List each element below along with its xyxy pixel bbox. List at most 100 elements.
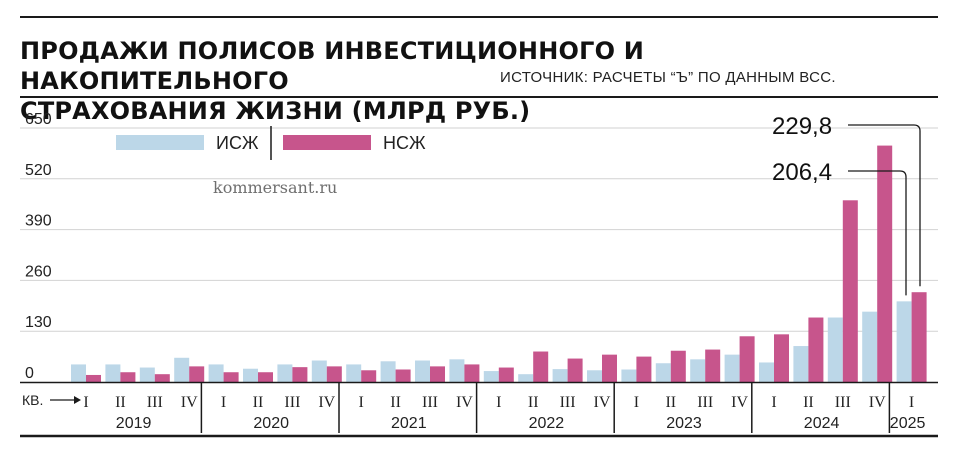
bar-isj xyxy=(862,311,878,382)
year-label: 2019 xyxy=(116,415,152,432)
bar-nsj xyxy=(842,200,858,382)
bar-nsj xyxy=(326,366,342,382)
chart-title: ПРОДАЖИ ПОЛИСОВ ИНВЕСТИЦИОННОГО И НАКОПИ… xyxy=(20,36,920,126)
bar-isj xyxy=(690,359,706,382)
bar-nsj xyxy=(464,364,480,382)
bar-nsj xyxy=(774,334,789,382)
bar-nsj xyxy=(292,367,308,382)
year-label: 2025 xyxy=(890,415,926,432)
year-label: 2024 xyxy=(804,415,840,432)
annotation-label: 206,4 xyxy=(772,159,832,186)
bar-isj xyxy=(518,374,534,382)
y-tick-label: 520 xyxy=(25,162,52,179)
quarter-marker-arrow-head xyxy=(74,396,81,404)
x-tick-label: I xyxy=(771,394,776,411)
bar-isj xyxy=(827,317,843,382)
bar-nsj xyxy=(154,374,170,382)
year-label: 2020 xyxy=(253,415,289,432)
x-tick-label: II xyxy=(528,394,539,411)
x-tick-label: II xyxy=(390,394,401,411)
bar-isj xyxy=(415,360,430,382)
bars xyxy=(71,145,927,382)
annotations: 229,8 206,4 xyxy=(772,113,921,296)
x-tick-label: III xyxy=(560,394,576,411)
x-tick-label: I xyxy=(359,394,364,411)
bar-isj xyxy=(552,369,568,382)
title-line-2: СТРАХОВАНИЯ ЖИЗНИ (МЛРД РУБ.) xyxy=(20,97,531,125)
bar-nsj xyxy=(808,317,824,382)
bar-nsj xyxy=(395,369,411,382)
bar-isj xyxy=(71,364,86,382)
legend-swatch-nsj xyxy=(283,135,371,150)
bar-nsj xyxy=(705,349,721,382)
bar-nsj xyxy=(602,354,617,382)
bar-nsj xyxy=(258,372,273,382)
y-tick-label: 0 xyxy=(25,365,34,382)
x-tick-label: II xyxy=(803,394,814,411)
bar-nsj xyxy=(223,372,239,382)
bar-nsj xyxy=(498,367,514,382)
bar-isj xyxy=(208,364,224,382)
x-tick-label: III xyxy=(697,394,713,411)
year-label: 2022 xyxy=(529,415,565,432)
x-tick-label: II xyxy=(253,394,264,411)
y-tick-label: 390 xyxy=(25,213,52,230)
header-rule xyxy=(20,96,938,98)
x-tick-label: III xyxy=(284,394,300,411)
bar-isj xyxy=(793,346,809,382)
bar-nsj xyxy=(86,374,101,382)
x-tick-label: IV xyxy=(869,394,886,411)
legend-label-nsj: НСЖ xyxy=(383,133,426,153)
bar-isj xyxy=(483,371,499,382)
annotation-leader xyxy=(848,124,921,287)
x-tick-label: III xyxy=(147,394,163,411)
year-label: 2023 xyxy=(666,415,702,432)
title-line-1: ПРОДАЖИ ПОЛИСОВ ИНВЕСТИЦИОННОГО И НАКОПИ… xyxy=(20,37,645,95)
x-tick-label: IV xyxy=(456,394,473,411)
y-tick-label: 130 xyxy=(25,314,52,331)
bar-nsj xyxy=(120,372,136,382)
x-tick-label: III xyxy=(422,394,438,411)
bar-nsj xyxy=(911,292,927,382)
x-tick-label: I xyxy=(83,394,88,411)
y-tick-label: 650 xyxy=(25,111,52,128)
watermark: kommersant.ru xyxy=(213,178,337,197)
y-tick-label: 260 xyxy=(25,263,52,280)
source-note: ИСТОЧНИК: РАСЧЕТЫ “Ъ” ПО ДАННЫМ ВСС. xyxy=(500,69,836,86)
bar-nsj xyxy=(636,356,652,382)
bar-isj xyxy=(243,368,258,382)
bar-isj xyxy=(105,364,121,382)
bar-isj xyxy=(655,363,671,382)
bar-isj xyxy=(621,369,637,382)
bar-isj xyxy=(896,301,912,382)
x-tick-label: I xyxy=(909,394,914,411)
x-tick-label: I xyxy=(496,394,501,411)
quarter-marker-label: КВ. xyxy=(22,392,43,408)
x-tick-label: IV xyxy=(731,394,748,411)
x-tick-label: I xyxy=(634,394,639,411)
bar-nsj xyxy=(430,366,445,382)
legend-swatch-isj xyxy=(116,135,204,150)
y-axis-ticks: 0 130 260 390 520 650 xyxy=(25,111,52,382)
x-tick-label: II xyxy=(115,394,126,411)
bar-isj xyxy=(759,362,774,382)
x-axis: КВ. I II III IV I II III IV I II III IV I II III IV I II II… xyxy=(20,381,938,438)
bar-nsj xyxy=(670,350,686,382)
bar-nsj xyxy=(739,336,755,382)
legend: ИСЖ НСЖ xyxy=(116,126,426,160)
bar-isj xyxy=(587,370,602,382)
bar-isj xyxy=(380,361,396,382)
bar-nsj xyxy=(189,366,205,382)
bar-isj xyxy=(449,359,465,382)
annotation-leader xyxy=(848,170,907,296)
annotation-label: 229,8 xyxy=(772,113,832,140)
x-tick-label: III xyxy=(835,394,851,411)
bar-nsj xyxy=(877,145,893,382)
year-label: 2021 xyxy=(391,415,427,432)
x-tick-label: IV xyxy=(594,394,611,411)
x-tick-label: IV xyxy=(181,394,198,411)
bar-nsj xyxy=(567,358,583,382)
legend-label-isj: ИСЖ xyxy=(216,133,259,153)
bar-isj xyxy=(724,354,740,382)
bar-nsj xyxy=(361,370,377,382)
